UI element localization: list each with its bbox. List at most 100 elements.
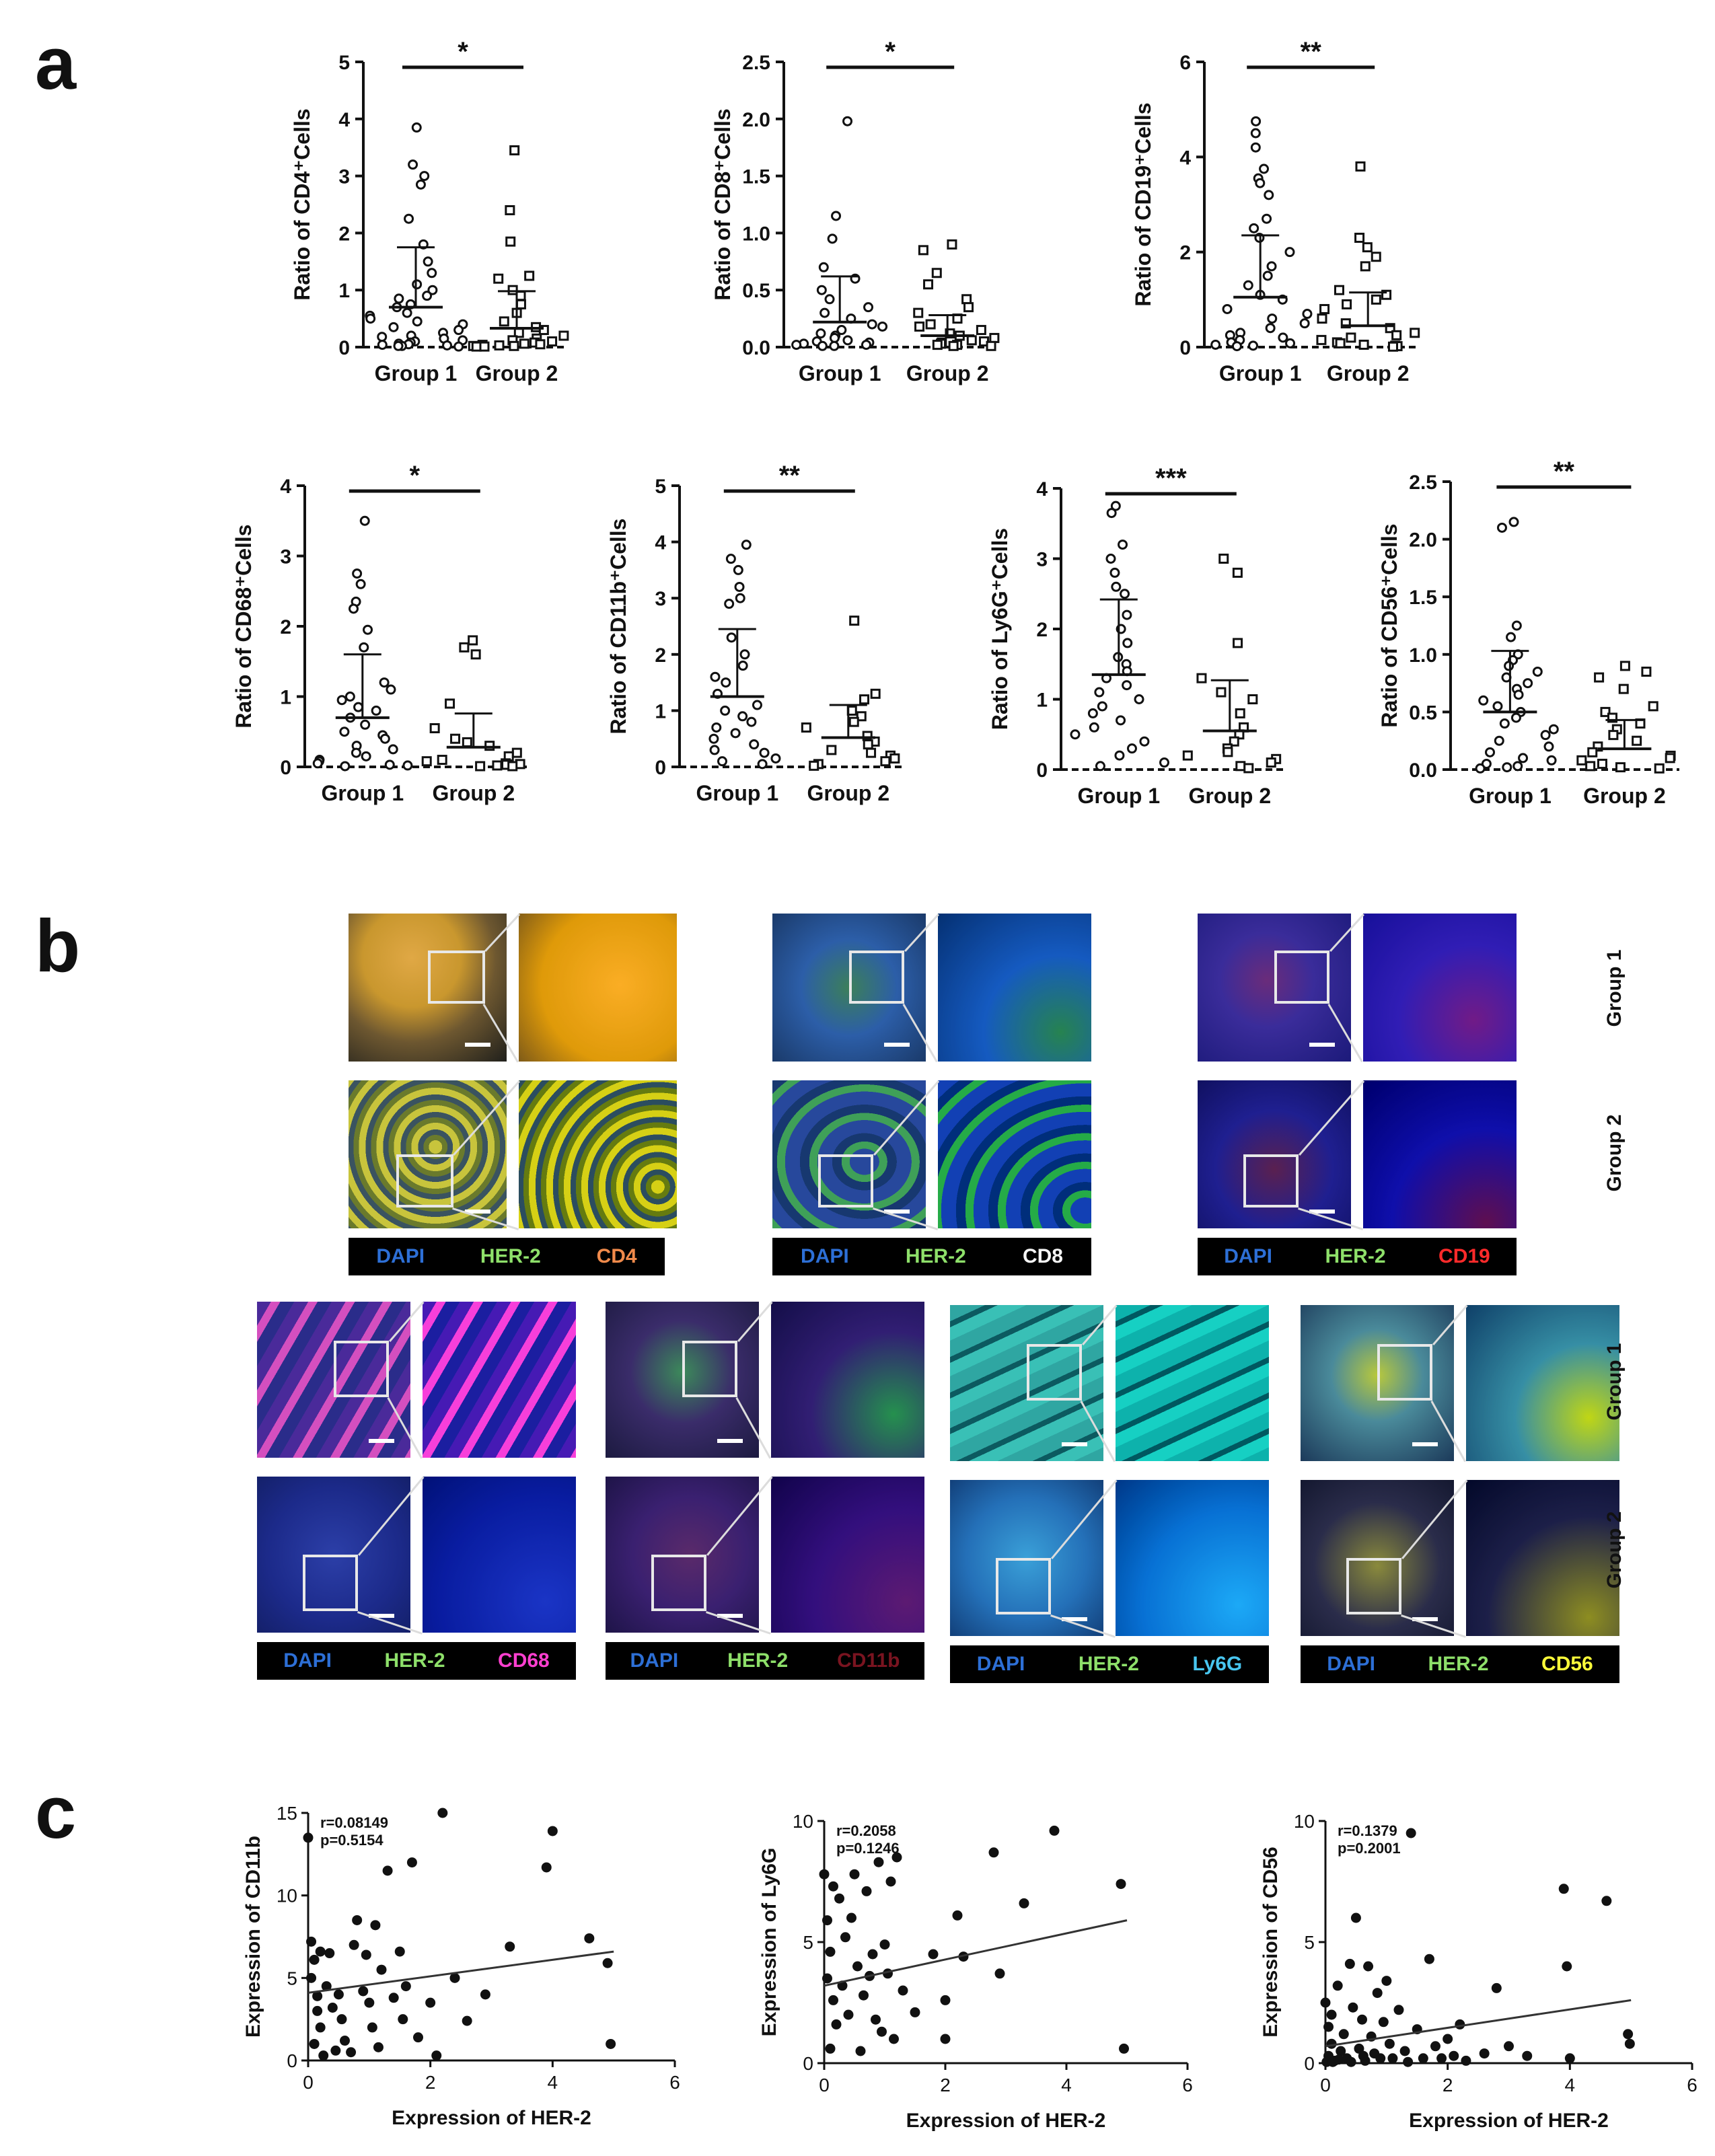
data-point-group1 [863, 302, 874, 313]
data-point-group1 [384, 759, 395, 770]
micrograph-ly6g-group2-overview [950, 1480, 1103, 1636]
data-point-group2 [863, 739, 873, 750]
data-point [321, 1981, 332, 1992]
data-point-group2 [507, 761, 518, 772]
data-point [940, 1995, 951, 2005]
dot-plot-1: 0 1 2 3 4 5 Ratio of CD4⁺Cells Group 1 Group 2 * [290, 37, 569, 385]
zoom-box [1243, 1154, 1299, 1207]
data-point-group2 [1247, 694, 1258, 704]
zoom-box [1027, 1344, 1082, 1401]
data-point [1424, 1954, 1434, 1964]
data-point-group1 [340, 761, 351, 772]
data-point-group1 [339, 727, 350, 737]
data-point-group2 [1317, 313, 1327, 324]
data-point-group1 [1267, 313, 1278, 324]
data-point [413, 2032, 423, 2043]
legend-label-dapi: DAPI [1327, 1653, 1375, 1675]
data-point-group2 [1243, 763, 1254, 774]
legend-label-cd19: CD19 [1438, 1245, 1490, 1267]
legend-label-ly6g: Ly6G [1192, 1653, 1243, 1675]
data-point-group2 [932, 340, 943, 350]
stain-legend-cd68: DAPI HER-2 CD68 [257, 1642, 576, 1680]
data-point-group1 [842, 335, 853, 346]
data-point-group1 [1110, 500, 1121, 511]
data-point [349, 1939, 359, 1950]
y-axis-label: Expression of CD56 [1260, 1847, 1282, 2037]
dot-plot-4: 0 1 2 3 4 Ratio of CD68⁺Cells Group 1 Group 2 * [231, 461, 527, 805]
data-point-group1 [371, 705, 381, 716]
data-point-group2 [437, 755, 447, 766]
data-point-group2 [492, 760, 503, 771]
data-point-group1 [1250, 142, 1261, 153]
data-point-group2 [470, 649, 481, 660]
scale-bar [717, 1614, 743, 1618]
data-point-group2 [1371, 294, 1381, 305]
scale-bar [465, 1210, 490, 1214]
data-point [1372, 1988, 1383, 1999]
y-tick-label: 2 [1179, 242, 1191, 264]
data-point-group1 [831, 211, 842, 221]
data-point-group1 [1248, 340, 1259, 351]
data-point-group1 [351, 747, 361, 758]
annotation-r: r=0.2058 [836, 1822, 896, 1839]
data-point-group1 [1540, 730, 1551, 741]
x-category-label: Group 1 [375, 361, 458, 385]
data-point-group2 [462, 737, 472, 747]
data-point-group1 [415, 179, 426, 190]
data-point-group2 [1362, 242, 1373, 253]
data-point-group1 [1284, 247, 1295, 258]
data-point [1375, 2053, 1386, 2064]
data-point-group1 [1506, 632, 1517, 642]
legend-label-cd56: CD56 [1541, 1653, 1593, 1675]
data-point [828, 1881, 838, 1892]
stain-legend-cd11b: DAPI HER-2 CD11b [606, 1642, 924, 1680]
scale-bar [884, 1210, 910, 1214]
y-tick-label: 4 [1179, 147, 1191, 169]
legend-label-her-2: HER-2 [1078, 1653, 1139, 1675]
data-point [1326, 2009, 1337, 2020]
data-point [505, 1941, 515, 1952]
data-point-group2 [1232, 567, 1243, 578]
stain-legend-cd56: DAPI HER-2 CD56 [1301, 1645, 1619, 1683]
data-point-group1 [1139, 736, 1150, 747]
legend-label-her-2: HER-2 [1428, 1653, 1489, 1675]
data-point-group2 [1619, 661, 1630, 671]
annotation-p: p=0.5154 [320, 1832, 384, 1849]
y-tick-label: 10 [277, 1886, 297, 1906]
data-point-group1 [739, 649, 750, 660]
zoom-box [428, 951, 485, 1004]
annotation-p: p=0.1246 [836, 1840, 900, 1857]
data-point-group2 [509, 340, 519, 351]
data-point-group1 [427, 268, 437, 278]
data-point-group2 [1319, 303, 1330, 314]
zoom-box [303, 1555, 358, 1611]
data-point-group1 [1120, 589, 1130, 599]
data-point-group2 [889, 753, 900, 764]
data-point [1332, 1980, 1343, 1991]
data-point-group2 [859, 694, 870, 705]
x-category-label: Group 2 [807, 781, 889, 805]
data-point-group2 [429, 723, 440, 734]
data-point [1624, 2038, 1635, 2049]
data-point-group1 [1106, 508, 1117, 519]
data-point-group2 [1342, 299, 1352, 309]
data-point-group1 [746, 716, 757, 727]
data-point-group1 [423, 256, 433, 267]
regression-line [1325, 1999, 1632, 2048]
data-point-group1 [1523, 678, 1533, 689]
data-point [1418, 2053, 1428, 2064]
y-tick-label: 1 [655, 700, 666, 722]
data-point [1354, 2043, 1364, 2054]
data-point [855, 2046, 866, 2056]
x-tick-label: 4 [1061, 2075, 1072, 2095]
data-point-group2 [966, 335, 977, 346]
data-point [871, 2014, 881, 2025]
data-point-group2 [509, 145, 520, 155]
data-point-group1 [759, 747, 770, 758]
row-label-group2: Group 2 [1603, 1511, 1626, 1589]
data-point-group2 [961, 294, 972, 305]
data-point-group2 [1665, 753, 1675, 764]
row-label-group2: Group 2 [1603, 1114, 1626, 1192]
y-tick-label: 1.5 [742, 166, 770, 188]
data-point-group2 [450, 733, 461, 744]
